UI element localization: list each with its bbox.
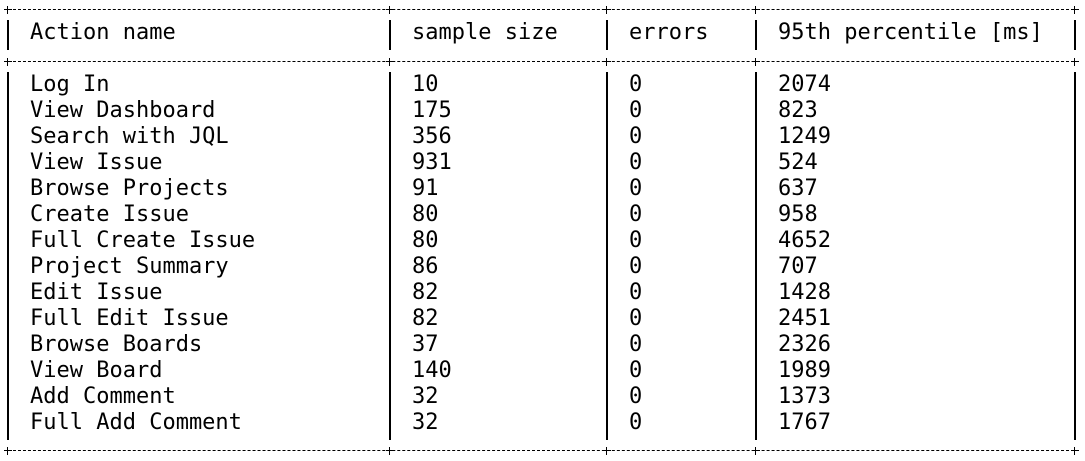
- cell-sample-size: 37: [412, 332, 439, 357]
- cell-action-name: View Board: [30, 358, 163, 383]
- table-column-divider: [755, 72, 757, 440]
- cell-errors: 0: [629, 176, 643, 201]
- cell-sample-size: 140: [412, 358, 452, 383]
- table-corner: [603, 6, 611, 14]
- table-corner: [752, 58, 760, 66]
- cell-sample-size: 10: [412, 72, 439, 97]
- cell-action-name: Browse Boards: [30, 332, 203, 357]
- cell-action-name: Full Create Issue: [30, 228, 256, 253]
- table-corner: [1071, 447, 1079, 455]
- cell-95th-percentile: 1428: [778, 280, 831, 305]
- cell-errors: 0: [629, 254, 643, 279]
- cell-95th-percentile: 1249: [778, 124, 831, 149]
- cell-95th-percentile: 524: [778, 150, 818, 175]
- cell-95th-percentile: 707: [778, 254, 818, 279]
- column-header-errors: errors: [629, 20, 709, 45]
- cell-action-name: Full Add Comment: [30, 410, 242, 435]
- cell-sample-size: 82: [412, 306, 439, 331]
- cell-95th-percentile: 1989: [778, 358, 831, 383]
- table-corner: [1071, 58, 1079, 66]
- table-border-top: [8, 9, 1074, 10]
- table-column-divider: [1074, 20, 1076, 50]
- cell-errors: 0: [629, 410, 643, 435]
- cell-sample-size: 82: [412, 280, 439, 305]
- cell-errors: 0: [629, 384, 643, 409]
- cell-sample-size: 356: [412, 124, 452, 149]
- cell-errors: 0: [629, 280, 643, 305]
- table-corner: [4, 58, 12, 66]
- cell-sample-size: 86: [412, 254, 439, 279]
- cell-sample-size: 931: [412, 150, 452, 175]
- cell-sample-size: 175: [412, 98, 452, 123]
- table-corner: [386, 58, 394, 66]
- table-corner: [4, 6, 12, 14]
- cell-sample-size: 91: [412, 176, 439, 201]
- cell-95th-percentile: 2326: [778, 332, 831, 357]
- table-corner: [1071, 6, 1079, 14]
- table-corner: [386, 447, 394, 455]
- cell-95th-percentile: 2074: [778, 72, 831, 97]
- table-column-divider: [606, 72, 608, 440]
- table-column-divider: [606, 20, 608, 50]
- cell-errors: 0: [629, 124, 643, 149]
- cell-errors: 0: [629, 150, 643, 175]
- column-header-action-name: Action name: [30, 20, 176, 45]
- table-column-divider: [1074, 72, 1076, 440]
- cell-action-name: Create Issue: [30, 202, 189, 227]
- cell-action-name: Full Edit Issue: [30, 306, 229, 331]
- cell-action-name: View Dashboard: [30, 98, 216, 123]
- cell-95th-percentile: 637: [778, 176, 818, 201]
- cell-95th-percentile: 2451: [778, 306, 831, 331]
- cell-action-name: View Issue: [30, 150, 163, 175]
- cell-action-name: Project Summary: [30, 254, 229, 279]
- cell-sample-size: 80: [412, 228, 439, 253]
- column-header-sample-size: sample size: [412, 20, 558, 45]
- table-column-divider: [7, 72, 9, 440]
- cell-sample-size: 32: [412, 384, 439, 409]
- table-column-divider: [7, 20, 9, 50]
- table-corner: [752, 6, 760, 14]
- cell-95th-percentile: 958: [778, 202, 818, 227]
- cell-errors: 0: [629, 358, 643, 383]
- column-header-95th-percentile: 95th percentile [ms]: [778, 20, 1043, 45]
- table-corner: [603, 58, 611, 66]
- cell-sample-size: 32: [412, 410, 439, 435]
- cell-action-name: Log In: [30, 72, 110, 97]
- cell-action-name: Add Comment: [30, 384, 176, 409]
- cell-95th-percentile: 1373: [778, 384, 831, 409]
- cell-action-name: Search with JQL: [30, 124, 229, 149]
- table-column-divider: [755, 20, 757, 50]
- cell-95th-percentile: 1767: [778, 410, 831, 435]
- cell-errors: 0: [629, 228, 643, 253]
- cell-errors: 0: [629, 332, 643, 357]
- table-corner: [386, 6, 394, 14]
- table-column-divider: [389, 20, 391, 50]
- cell-95th-percentile: 4652: [778, 228, 831, 253]
- table-corner: [752, 447, 760, 455]
- table-header-separator: [8, 61, 1074, 62]
- cell-errors: 0: [629, 98, 643, 123]
- cell-sample-size: 80: [412, 202, 439, 227]
- table-column-divider: [389, 72, 391, 440]
- cell-action-name: Browse Projects: [30, 176, 229, 201]
- cell-errors: 0: [629, 202, 643, 227]
- cell-errors: 0: [629, 306, 643, 331]
- cell-action-name: Edit Issue: [30, 280, 163, 305]
- cell-errors: 0: [629, 72, 643, 97]
- table-corner: [603, 447, 611, 455]
- table-border-bottom: [8, 450, 1074, 451]
- table-corner: [4, 447, 12, 455]
- cell-95th-percentile: 823: [778, 98, 818, 123]
